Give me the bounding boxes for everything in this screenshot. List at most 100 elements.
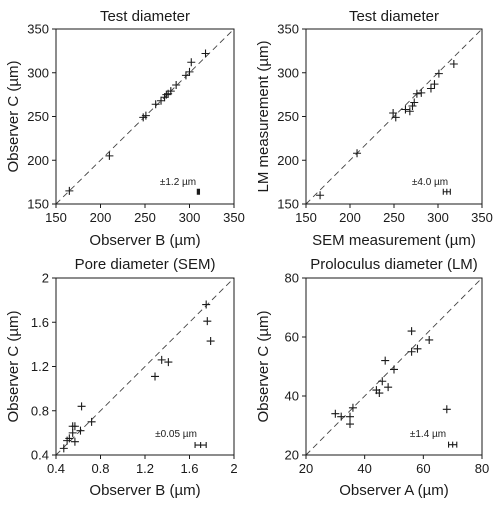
- data-point-marker: [412, 89, 421, 98]
- x-tick-label: 150: [295, 210, 317, 225]
- data-point-marker: [426, 84, 435, 93]
- y-tick-label: 200: [277, 153, 299, 168]
- x-tick-label: 20: [299, 461, 313, 476]
- data-point-marker: [407, 327, 416, 336]
- data-point-marker: [77, 402, 86, 411]
- data-point-marker: [381, 356, 390, 365]
- data-point-marker: [442, 405, 451, 414]
- y-tick-label: 80: [285, 271, 299, 286]
- y-tick-label: 60: [285, 330, 299, 345]
- chart-title: Pore diameter (SEM): [75, 256, 216, 273]
- data-point-marker: [166, 87, 175, 96]
- data-point-marker: [151, 100, 160, 109]
- error-bar-marker: [442, 188, 451, 195]
- chart-title: Test diameter: [349, 8, 439, 25]
- data-point-marker: [449, 60, 458, 68]
- data-point-marker: [391, 113, 400, 122]
- x-tick-label: 250: [383, 210, 405, 225]
- x-tick-label: 0.4: [47, 461, 65, 476]
- data-point-marker: [353, 149, 362, 158]
- data-point-marker: [203, 317, 212, 326]
- data-point-marker: [141, 111, 150, 120]
- data-point-marker: [434, 69, 443, 78]
- x-tick-label: 1.6: [180, 461, 198, 476]
- plot-frame: [305, 277, 483, 456]
- error-bar-marker: [196, 188, 201, 195]
- data-point-marker: [407, 347, 416, 356]
- x-tick-label: 300: [179, 210, 201, 225]
- x-tick-label: 1.2: [136, 461, 154, 476]
- x-tick-label: 0.8: [91, 461, 109, 476]
- data-point-marker: [346, 412, 354, 421]
- y-axis-label: LM measurement (µm): [255, 40, 272, 192]
- data-point-marker: [185, 67, 194, 76]
- data-point-marker: [181, 71, 190, 80]
- data-point-marker: [157, 96, 166, 105]
- reference-line-1to1: [55, 28, 235, 205]
- x-tick-label: 350: [471, 210, 493, 225]
- y-tick-label: 20: [285, 448, 299, 463]
- y-tick-label: 150: [277, 197, 299, 212]
- data-point-marker: [316, 191, 325, 200]
- y-tick-label: 250: [277, 109, 299, 124]
- data-point-marker: [389, 109, 398, 117]
- data-point-marker: [63, 436, 72, 445]
- y-tick-label: 300: [27, 65, 49, 80]
- data-point-marker: [70, 437, 79, 446]
- data-point-marker: [65, 186, 74, 195]
- data-point-marker: [331, 409, 340, 418]
- error-annotation: ±1.4 µm: [410, 429, 446, 440]
- data-point-marker: [384, 383, 393, 392]
- data-point-marker: [172, 81, 181, 89]
- chart-panel-3: Pore diameter (SEM) 0.4 0.8 1.2 1.6 2 0.4 0.8 1.…: [5, 256, 238, 499]
- y-tick-label: 150: [27, 197, 49, 212]
- chart-panel-2: Test diameter 150 200 250 300 350 150 200 250 300…: [255, 8, 493, 249]
- x-tick-label: 2: [230, 461, 237, 476]
- data-point-marker: [417, 88, 426, 97]
- y-axis-label: Observer C (µm): [5, 311, 22, 423]
- data-point-marker: [413, 344, 422, 353]
- chart-panel-4: Proloculus diameter (LM) 20 40 60 80 20 40 60 80…: [255, 256, 489, 499]
- x-tick-label: 150: [45, 210, 67, 225]
- data-point-marker: [59, 444, 68, 453]
- error-annotation: ±1.2 µm: [160, 177, 196, 188]
- chart-title: Test diameter: [100, 8, 190, 25]
- data-point-marker: [405, 107, 414, 116]
- data-point-marker: [70, 422, 79, 431]
- data-point-marker: [206, 337, 215, 346]
- data-point-marker: [164, 358, 173, 367]
- data-point-marker: [430, 80, 439, 89]
- x-tick-label: 350: [223, 210, 245, 225]
- y-tick-label: 1.2: [31, 359, 49, 374]
- x-tick-label: 40: [357, 461, 371, 476]
- data-point-marker: [390, 365, 398, 374]
- data-point-marker: [346, 420, 354, 429]
- x-axis-label: Observer B (µm): [89, 482, 200, 499]
- data-point-marker: [202, 300, 211, 309]
- y-tick-label: 250: [27, 109, 49, 124]
- y-tick-label: 200: [27, 153, 49, 168]
- data-point-marker: [375, 389, 384, 398]
- y-tick-label: 350: [27, 22, 49, 37]
- data-point-marker: [348, 403, 357, 412]
- x-axis-label: Observer A (µm): [339, 482, 449, 499]
- data-point-marker: [65, 434, 74, 443]
- reference-line-1to1: [305, 28, 483, 205]
- y-axis-label: Observer C (µm): [255, 311, 272, 423]
- x-tick-label: 250: [134, 210, 156, 225]
- data-point-marker: [201, 49, 210, 58]
- x-tick-label: 80: [475, 461, 489, 476]
- x-tick-label: 200: [339, 210, 361, 225]
- y-tick-label: 350: [277, 22, 299, 37]
- data-point-marker: [410, 98, 419, 107]
- reference-line-1to1: [55, 277, 235, 456]
- data-point-marker: [378, 377, 387, 386]
- x-axis-label: Observer B (µm): [89, 232, 200, 249]
- data-point-marker: [162, 90, 171, 99]
- chart-panel-1: Test diameter 150 200 250 300 350 150 200 250 300…: [5, 8, 245, 249]
- data-point-marker: [151, 372, 160, 381]
- data-point-marker: [87, 417, 96, 426]
- chart-title: Proloculus diameter (LM): [310, 256, 478, 273]
- data-point-marker: [105, 151, 114, 160]
